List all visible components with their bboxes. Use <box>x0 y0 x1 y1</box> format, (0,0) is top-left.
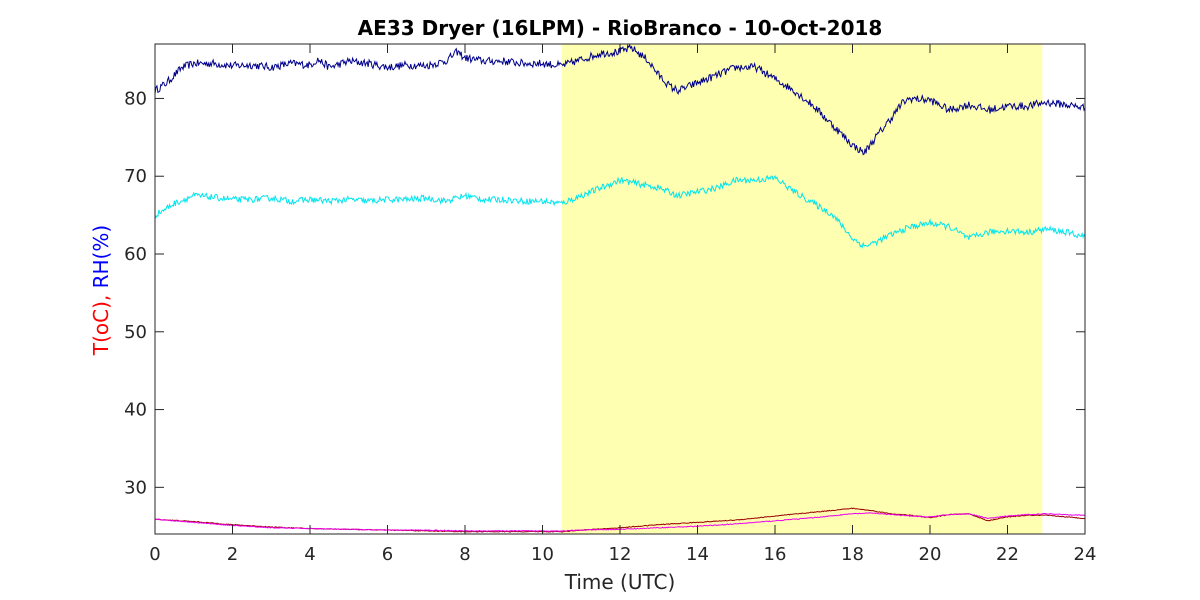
x-tick-label: 0 <box>149 544 160 565</box>
y-tick-label: 50 <box>124 322 147 343</box>
shaded-region <box>561 44 1043 534</box>
x-tick-label: 4 <box>304 544 315 565</box>
y-tick-label: 80 <box>124 88 147 109</box>
tick-marks <box>154 44 1086 534</box>
y-tick-labels: 30 40 50 60 70 80 <box>124 88 147 498</box>
y-axis-label-humidity: RH(%) <box>89 225 113 289</box>
y-axis-label: T(oC), RH(%) <box>89 225 113 356</box>
x-tick-label: 16 <box>764 544 787 565</box>
y-tick-label: 70 <box>124 166 147 187</box>
series-line-2 <box>154 174 1086 249</box>
x-tick-label: 18 <box>841 544 864 565</box>
y-tick-label: 30 <box>124 477 147 498</box>
highlight-band <box>561 44 1043 534</box>
x-tick-label: 20 <box>919 544 942 565</box>
x-tick-label: 6 <box>382 544 393 565</box>
x-axis-label: Time (UTC) <box>564 570 676 594</box>
x-tick-label: 12 <box>609 544 632 565</box>
x-tick-labels: 0 2 4 6 8 10 12 14 16 18 20 22 24 <box>149 544 1096 565</box>
chart-title: AE33 Dryer (16LPM) - RioBranco - 10-Oct-… <box>358 16 883 40</box>
x-tick-label: 2 <box>227 544 238 565</box>
y-tick-label: 40 <box>124 400 147 421</box>
y-axis-label-temperature: T(oC), <box>89 288 113 356</box>
x-tick-label: 10 <box>531 544 554 565</box>
x-tick-label: 8 <box>459 544 470 565</box>
x-tick-label: 24 <box>1074 544 1097 565</box>
x-tick-label: 14 <box>686 544 709 565</box>
x-tick-label: 22 <box>996 544 1019 565</box>
y-tick-label: 60 <box>124 244 147 265</box>
series-line-1 <box>154 43 1086 156</box>
